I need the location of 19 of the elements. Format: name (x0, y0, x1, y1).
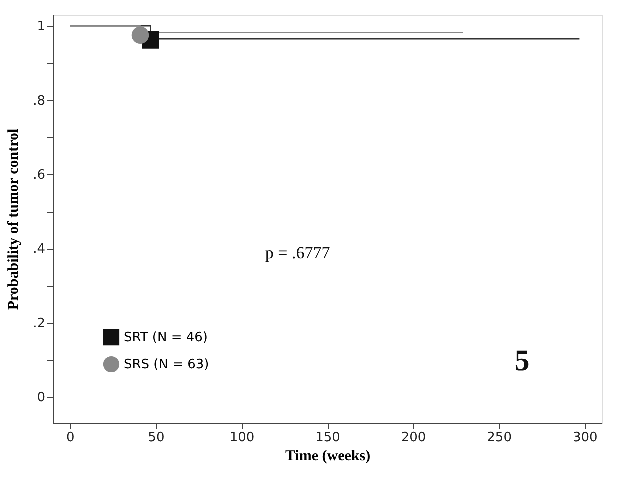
y-tick-label: .2 (33, 316, 46, 332)
x-tick-label: 50 (148, 430, 165, 446)
y-tick-label: .8 (33, 94, 46, 109)
x-axis-title: Time (weeks) (285, 448, 371, 464)
x-tick-label: 100 (230, 430, 255, 446)
y-axis-title: Probability of tumor control (6, 128, 22, 310)
x-tick-label: 250 (487, 430, 512, 446)
x-tick-label: 200 (401, 430, 426, 446)
legend-label: SRT (N = 46) (124, 330, 208, 346)
x-tick-label: 0 (66, 430, 75, 446)
x-tick-label: 150 (316, 430, 340, 446)
y-tick-label: 0 (37, 390, 46, 406)
y-tick-label: .6 (33, 168, 46, 183)
annotation: 5 (514, 344, 530, 378)
legend-label: SRS (N = 63) (124, 358, 210, 372)
y-tick-label: .4 (33, 242, 46, 258)
annotation: p = .6777 (265, 244, 331, 263)
x-tick-label: 300 (572, 430, 598, 446)
y-tick-label: 1 (37, 20, 46, 35)
